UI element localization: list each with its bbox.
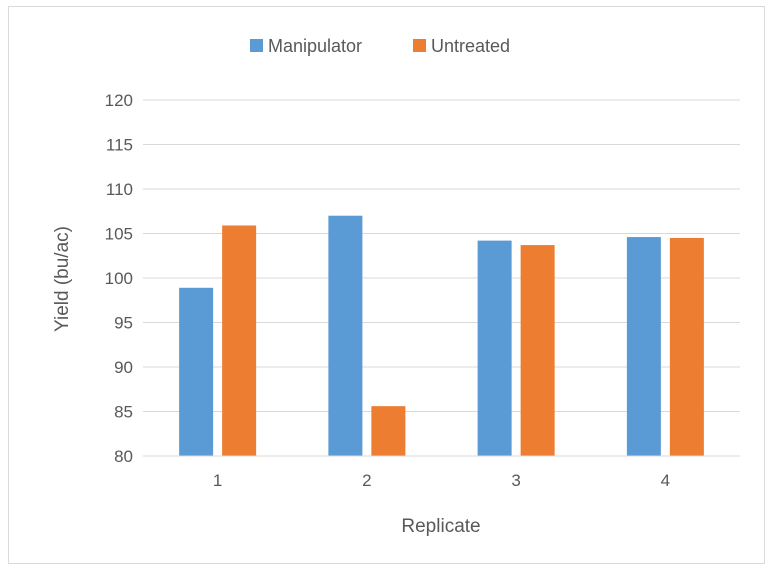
y-axis-title: Yield (bu/ac): [52, 226, 73, 332]
y-tick-label: 80: [114, 447, 133, 466]
x-tick-label: 4: [661, 471, 670, 490]
y-tick-label: 120: [105, 91, 133, 110]
y-tick-label: 115: [106, 136, 133, 155]
x-tick-label: 1: [213, 471, 222, 490]
legend: Manipulator Untreated: [250, 36, 510, 56]
y-tick-label: 110: [106, 180, 133, 199]
x-tick-labels: 1 2 3 4: [213, 471, 670, 490]
y-tick-label: 85: [114, 403, 133, 422]
y-tick-label: 105: [105, 225, 133, 244]
bar-manipulator-3: [477, 240, 512, 456]
legend-swatch-untreated: [413, 39, 426, 52]
bar-untreated-2: [371, 406, 406, 456]
legend-label-manipulator: Manipulator: [268, 36, 362, 56]
bar-manipulator-1: [179, 287, 214, 456]
y-tick-label: 90: [114, 358, 133, 377]
x-tick-label: 3: [511, 471, 520, 490]
x-axis-title: Replicate: [401, 516, 480, 537]
bar-untreated-4: [669, 237, 704, 456]
bar-untreated-1: [222, 225, 257, 456]
bars: [179, 215, 704, 456]
legend-label-untreated: Untreated: [431, 36, 510, 56]
y-tick-labels: 80 85 90 95 100 105 110 115 120: [105, 91, 133, 466]
y-tick-label: 100: [105, 269, 133, 288]
legend-swatch-manipulator: [250, 39, 263, 52]
bar-untreated-3: [520, 245, 555, 456]
bar-manipulator-2: [328, 215, 363, 456]
y-tick-label: 95: [114, 314, 133, 333]
x-tick-label: 2: [362, 471, 371, 490]
bar-manipulator-4: [626, 237, 661, 456]
